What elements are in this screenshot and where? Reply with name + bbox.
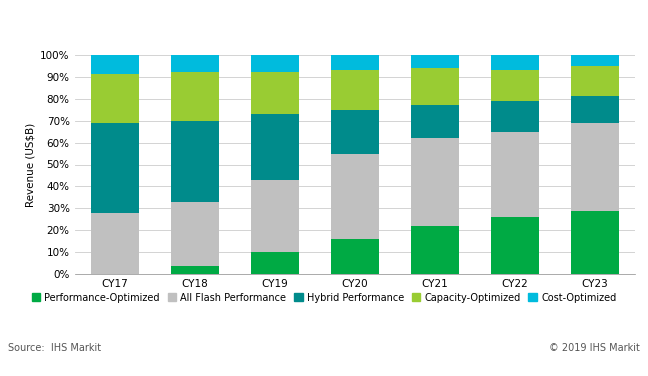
Bar xyxy=(251,253,299,274)
Bar xyxy=(330,109,379,153)
Text: Source:  IHS Markit: Source: IHS Markit xyxy=(8,343,101,353)
Bar xyxy=(491,101,539,132)
Bar xyxy=(571,211,619,274)
Bar xyxy=(491,217,539,274)
Bar xyxy=(91,213,139,274)
Y-axis label: Revenue (US$B): Revenue (US$B) xyxy=(26,122,36,207)
Bar xyxy=(491,55,539,70)
Bar xyxy=(571,96,619,123)
Bar xyxy=(170,120,218,202)
Bar xyxy=(170,72,218,120)
Bar xyxy=(571,55,619,65)
Bar xyxy=(330,55,379,70)
Text: © 2019 IHS Markit: © 2019 IHS Markit xyxy=(550,343,640,353)
Bar xyxy=(330,70,379,109)
Bar xyxy=(411,138,459,226)
Bar xyxy=(571,123,619,211)
Text: Array revenue forecast: Array revenue forecast xyxy=(6,18,188,32)
Bar xyxy=(330,153,379,239)
Bar xyxy=(571,65,619,96)
Bar xyxy=(411,105,459,138)
Bar xyxy=(170,266,218,274)
Bar xyxy=(251,72,299,114)
Legend: Performance-Optimized, All Flash Performance, Hybrid Performance, Capacity-Optim: Performance-Optimized, All Flash Perform… xyxy=(32,293,616,303)
Bar xyxy=(411,68,459,105)
Bar xyxy=(491,70,539,101)
Bar xyxy=(251,55,299,72)
Bar xyxy=(170,202,218,266)
Bar xyxy=(330,239,379,274)
Bar xyxy=(491,132,539,217)
Bar xyxy=(411,55,459,68)
Bar xyxy=(411,226,459,274)
Bar xyxy=(170,55,218,72)
Bar xyxy=(91,123,139,213)
Bar xyxy=(251,114,299,180)
Bar xyxy=(91,74,139,123)
Bar xyxy=(91,55,139,74)
Bar xyxy=(251,180,299,253)
